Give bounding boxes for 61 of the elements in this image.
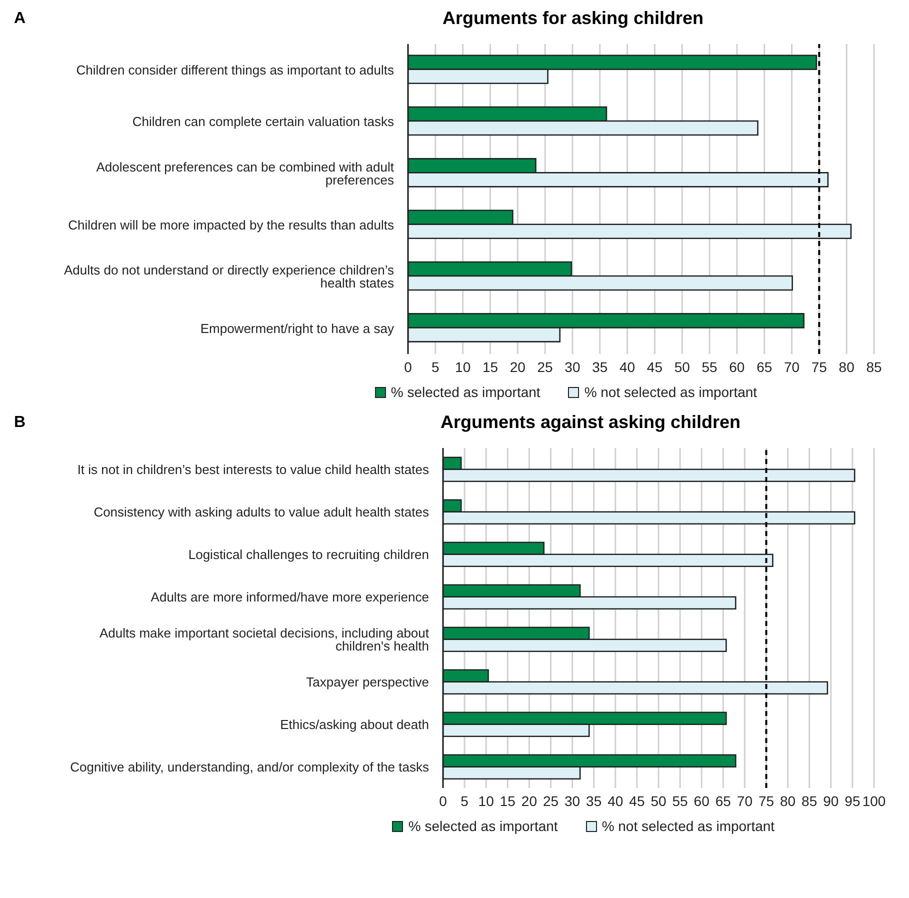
y-tick-label: Children will be more impacted by the results than adults [68,217,394,232]
y-tick-label: Empowerment/right to have a say [200,320,394,336]
y-tick-label: Adults are more informed/have more experience [150,589,429,604]
x-tick-label: 90 [823,792,839,809]
y-tick-label: Children consider different things as important to adults [76,62,394,78]
y-tick-label: Cognitive ability, understanding, and/or complexity of the tasks [70,759,430,774]
x-tick-label: 55 [672,792,688,809]
x-tick-label: 65 [715,792,732,809]
legend-label: % selected as important [408,818,558,834]
y-tick-label: Children can complete certain valuation tasks [132,114,394,130]
x-tick-label: 50 [650,792,666,809]
x-tick-label: 65 [756,358,772,375]
y-tick-label: It is not in children’s best interests to value child health states [77,462,430,477]
chart-title: Arguments for asking children [442,8,704,28]
x-tick-label: 15 [482,358,498,375]
x-tick-label: 20 [521,792,538,809]
x-tick-label: 50 [674,358,690,375]
y-tick-label: Taxpayer perspective [306,674,429,690]
x-tick-label: 20 [510,358,526,375]
x-tick-label: 40 [608,792,624,809]
x-tick-label: 95 [844,792,860,809]
y-tick-label: Consistency with asking adults to value adult health states [94,504,430,520]
x-tick-label: 35 [592,358,608,375]
x-tick-label: 60 [729,358,745,375]
text: A [14,10,26,28]
x-tick-label: 10 [478,792,494,809]
x-tick-label: 30 [564,358,580,375]
x-tick-label: 80 [838,358,855,375]
x-tick-label: 0 [404,358,412,375]
x-tick-label: 5 [432,358,440,375]
x-tick-label: 75 [758,792,774,809]
x-tick-label: 40 [620,358,636,375]
x-tick-label: 25 [537,358,554,375]
y-tick-label: Ethics/asking about death [280,716,429,732]
x-tick-label: 60 [694,792,710,809]
x-tick-label: 5 [460,792,469,809]
x-tick-label: 85 [802,792,818,809]
x-tick-label: 70 [784,358,800,375]
y-tick-label: Adults do not understand or directly experience children’s health states [64,262,394,291]
y-tick-label: Logistical challenges to recruiting children [188,546,429,562]
chart-title: Arguments against asking children [440,412,741,432]
x-tick-label: 100 [862,792,886,809]
legend-label: % not selected as important [584,384,758,400]
x-tick-label: 35 [586,792,602,809]
y-tick-label: Adults make important societal decisions, including about children's health [99,625,430,654]
text: B [14,414,26,432]
x-tick-label: 30 [564,792,580,809]
x-tick-label: 45 [646,358,663,375]
legend-label: % not selected as important [602,818,775,834]
x-tick-label: 55 [702,358,718,375]
x-tick-label: 10 [455,358,471,375]
legend-label: % selected as important [390,384,540,400]
x-tick-label: 25 [542,792,559,809]
x-tick-label: 45 [629,792,645,809]
x-tick-label: 15 [500,792,516,809]
y-tick-label: Adolescent preferences can be combined with adult preferences [96,159,394,188]
x-tick-label: 70 [736,792,753,809]
x-tick-label: 0 [439,792,448,809]
x-tick-label: 80 [780,792,796,809]
x-tick-label: 85 [866,358,882,375]
x-tick-label: 75 [811,358,828,375]
